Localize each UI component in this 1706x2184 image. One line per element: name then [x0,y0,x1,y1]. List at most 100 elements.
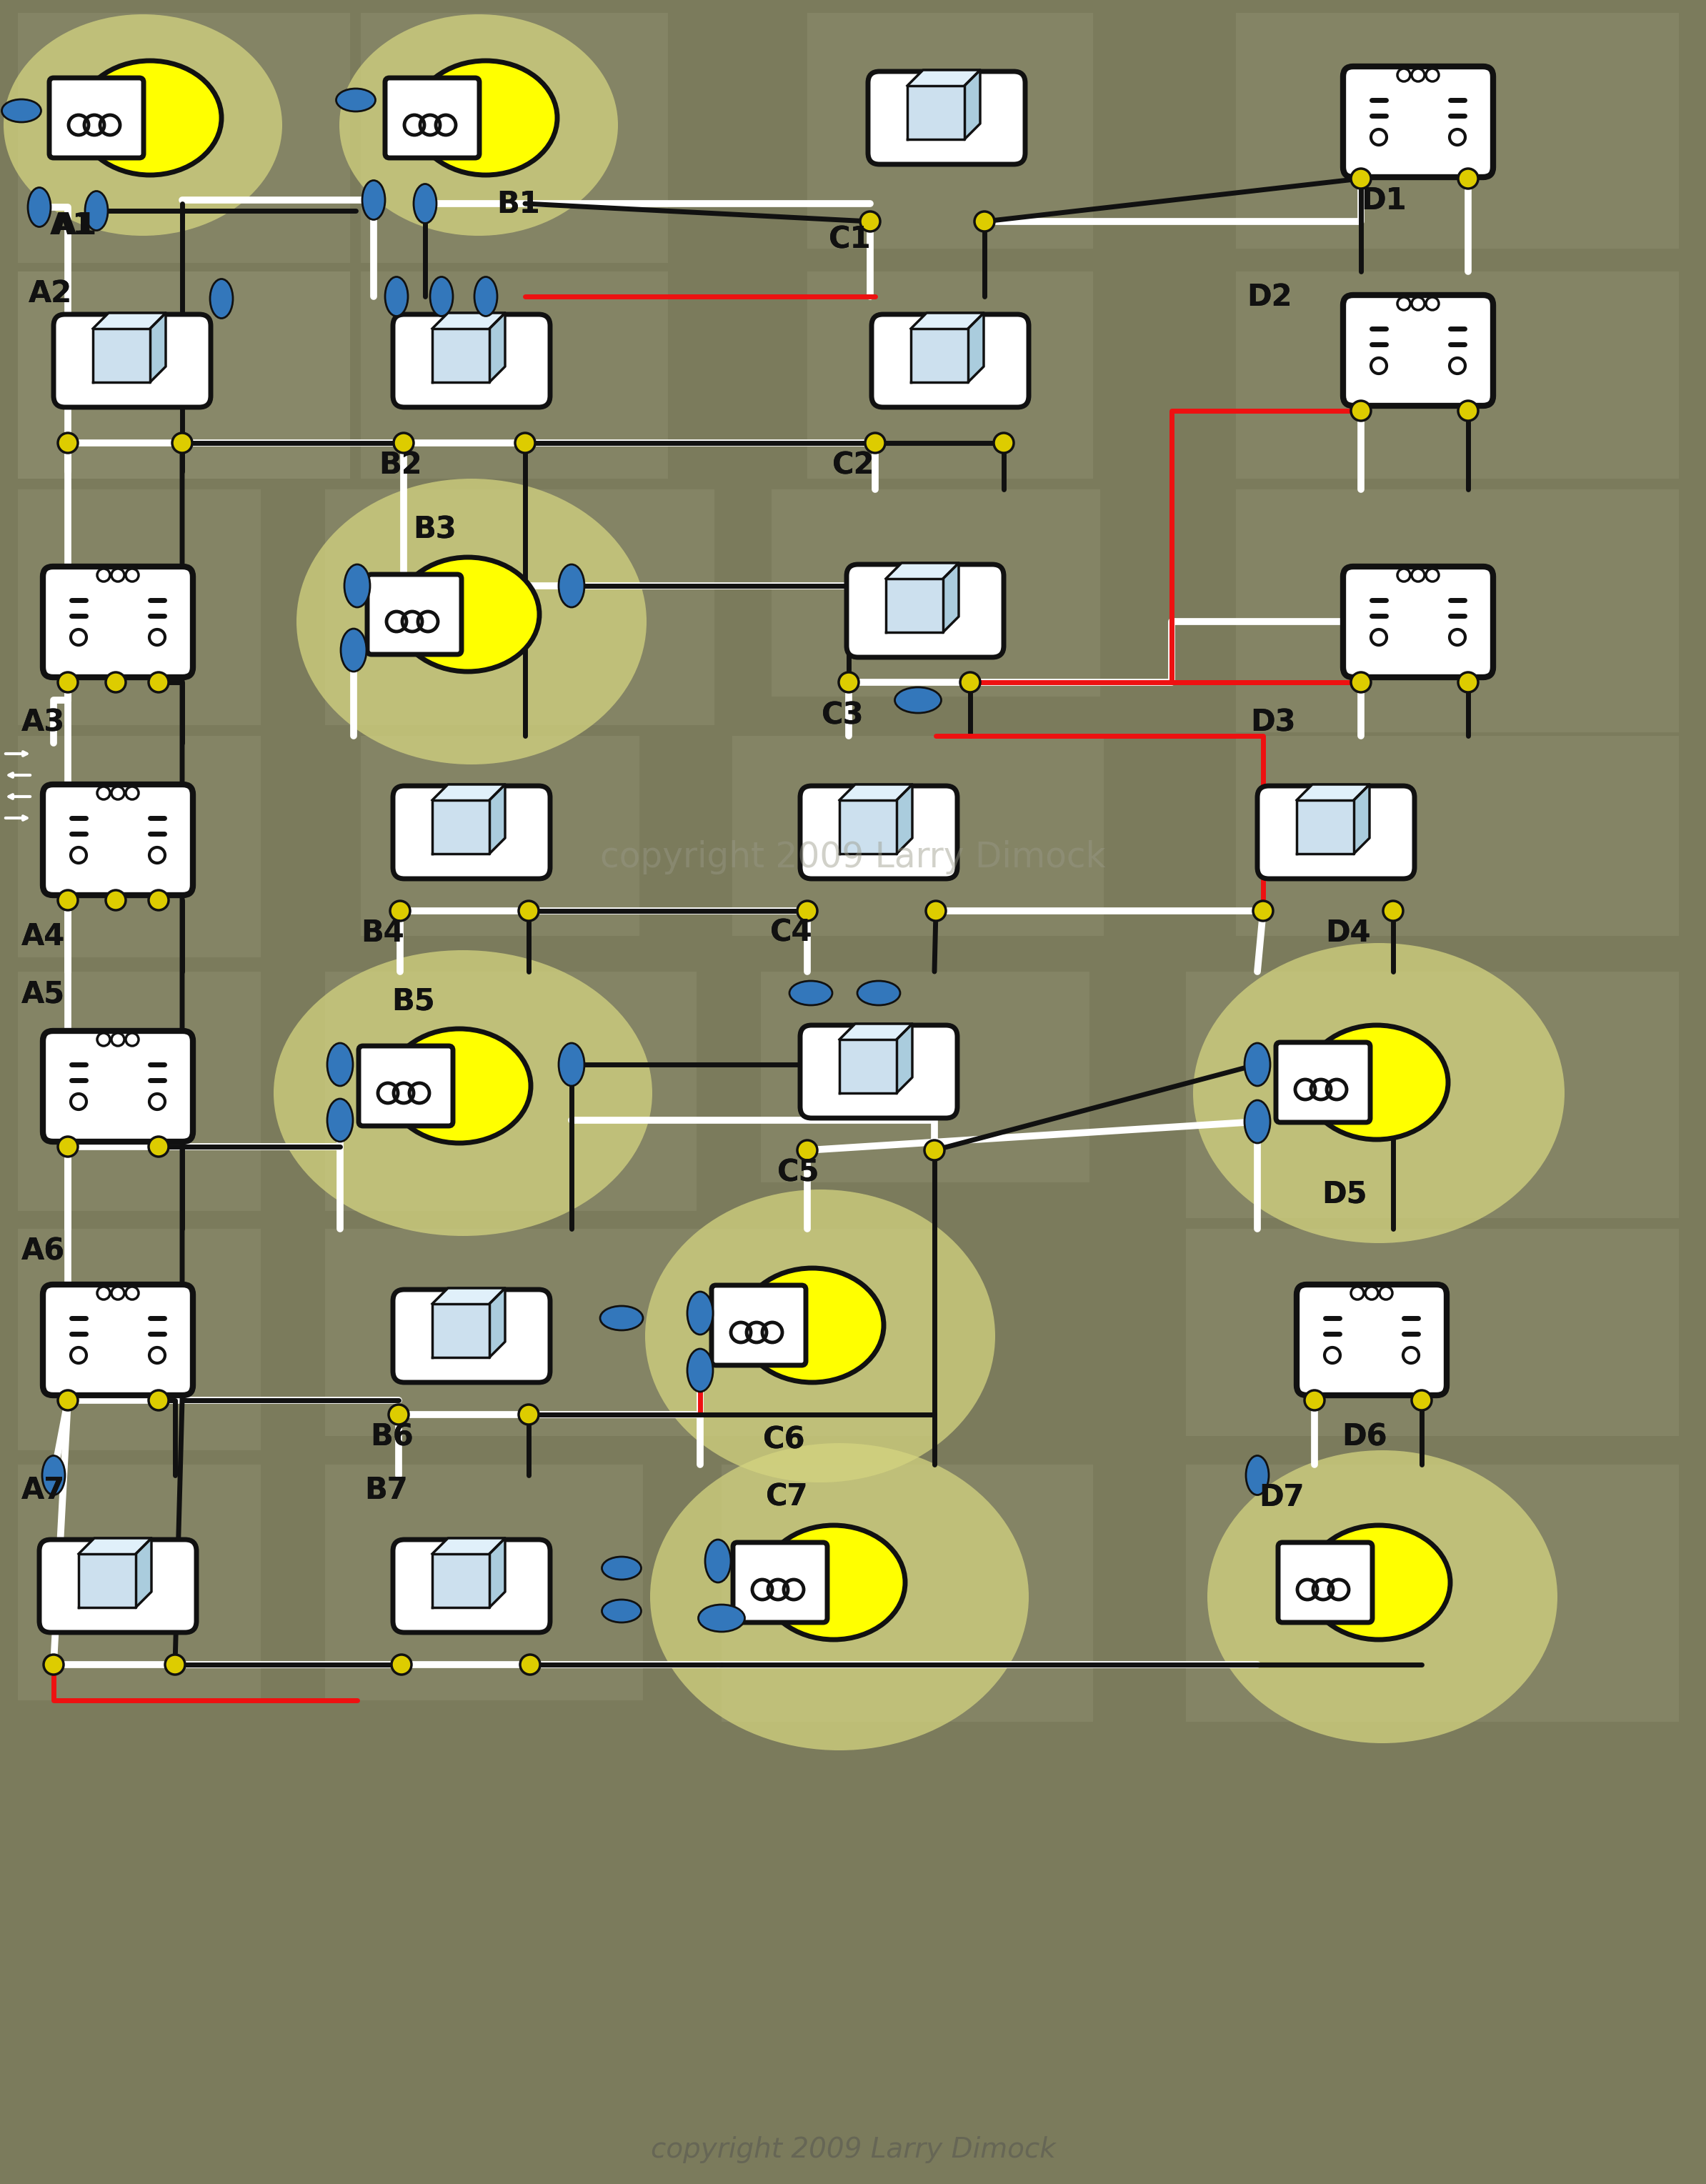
Ellipse shape [558,1044,585,1085]
Circle shape [925,1140,945,1160]
FancyBboxPatch shape [53,314,212,406]
FancyBboxPatch shape [43,1284,193,1396]
Text: C5: C5 [778,1158,821,1188]
Circle shape [1459,168,1477,188]
Ellipse shape [2,98,41,122]
Bar [1235,13,1679,249]
Ellipse shape [336,90,375,111]
Circle shape [148,1136,169,1158]
Polygon shape [432,1538,505,1553]
Circle shape [172,432,193,452]
FancyBboxPatch shape [1297,1284,1447,1396]
Polygon shape [897,784,913,854]
Text: C3: C3 [822,701,865,729]
Circle shape [1324,1348,1341,1363]
Text: C5: C5 [778,1158,821,1188]
Bar [17,736,261,957]
Ellipse shape [396,557,539,670]
Text: B1: B1 [496,190,539,218]
Text: D7: D7 [1259,1483,1303,1514]
Text: C2: C2 [833,450,875,480]
FancyBboxPatch shape [734,1542,827,1623]
Circle shape [111,1033,125,1046]
Bar [360,13,669,262]
Circle shape [1397,68,1411,81]
Bar [326,1230,931,1437]
Text: A1: A1 [49,210,94,240]
Bar [1186,972,1679,1219]
Bar [807,271,1094,478]
Ellipse shape [386,277,408,317]
FancyBboxPatch shape [392,314,549,406]
Text: A7: A7 [22,1474,65,1505]
Circle shape [150,847,165,863]
Bar [17,271,350,478]
Circle shape [150,1348,165,1363]
Text: A3: A3 [22,708,65,738]
Circle shape [1402,1348,1419,1363]
Circle shape [1305,1391,1324,1411]
Ellipse shape [345,563,370,607]
Polygon shape [885,563,959,579]
Circle shape [519,900,539,922]
Text: C2: C2 [833,450,875,480]
Circle shape [1450,358,1465,373]
Text: A6: A6 [22,1236,65,1267]
Circle shape [1411,68,1425,81]
Text: A3: A3 [22,708,65,738]
Circle shape [148,891,169,911]
Bar [771,489,1100,697]
Ellipse shape [387,1029,531,1142]
Text: B6: B6 [370,1422,413,1452]
Text: B2: B2 [379,450,421,480]
Text: A4: A4 [22,922,65,952]
Bar [360,736,640,937]
Text: D7: D7 [1259,1483,1303,1514]
Polygon shape [432,1304,490,1358]
Circle shape [70,1348,87,1363]
Text: C1: C1 [829,225,872,256]
Circle shape [58,891,78,911]
Text: B3: B3 [413,515,456,544]
Bar [17,1230,261,1450]
Polygon shape [432,312,505,328]
FancyBboxPatch shape [43,784,193,895]
Circle shape [1459,673,1477,692]
Ellipse shape [650,1444,1029,1749]
Circle shape [70,847,87,863]
Circle shape [1372,129,1387,144]
Circle shape [106,891,126,911]
FancyBboxPatch shape [800,786,957,878]
Bar [1235,271,1679,478]
Text: D4: D4 [1326,917,1370,948]
Ellipse shape [1245,1457,1269,1494]
Circle shape [394,432,413,452]
Circle shape [97,1286,109,1299]
Polygon shape [885,579,943,631]
FancyBboxPatch shape [1257,786,1414,878]
Circle shape [58,432,78,452]
Polygon shape [911,312,984,328]
Ellipse shape [1244,1101,1271,1142]
Circle shape [1411,1391,1431,1411]
Circle shape [106,673,126,692]
Bar [1186,1465,1679,1721]
Text: A7: A7 [22,1474,65,1505]
Ellipse shape [85,192,107,229]
Polygon shape [1355,784,1370,854]
Text: A6: A6 [22,1236,65,1267]
Circle shape [1372,358,1387,373]
Circle shape [389,1404,409,1424]
Ellipse shape [328,1099,353,1142]
FancyBboxPatch shape [386,79,479,157]
Text: B5: B5 [391,985,435,1016]
Polygon shape [839,1040,897,1092]
Circle shape [1426,68,1438,81]
Ellipse shape [430,277,452,317]
FancyBboxPatch shape [1278,1542,1372,1623]
Circle shape [1459,402,1477,422]
Ellipse shape [1244,1044,1271,1085]
Polygon shape [432,1289,505,1304]
Ellipse shape [740,1269,884,1382]
Text: A2: A2 [29,280,72,308]
